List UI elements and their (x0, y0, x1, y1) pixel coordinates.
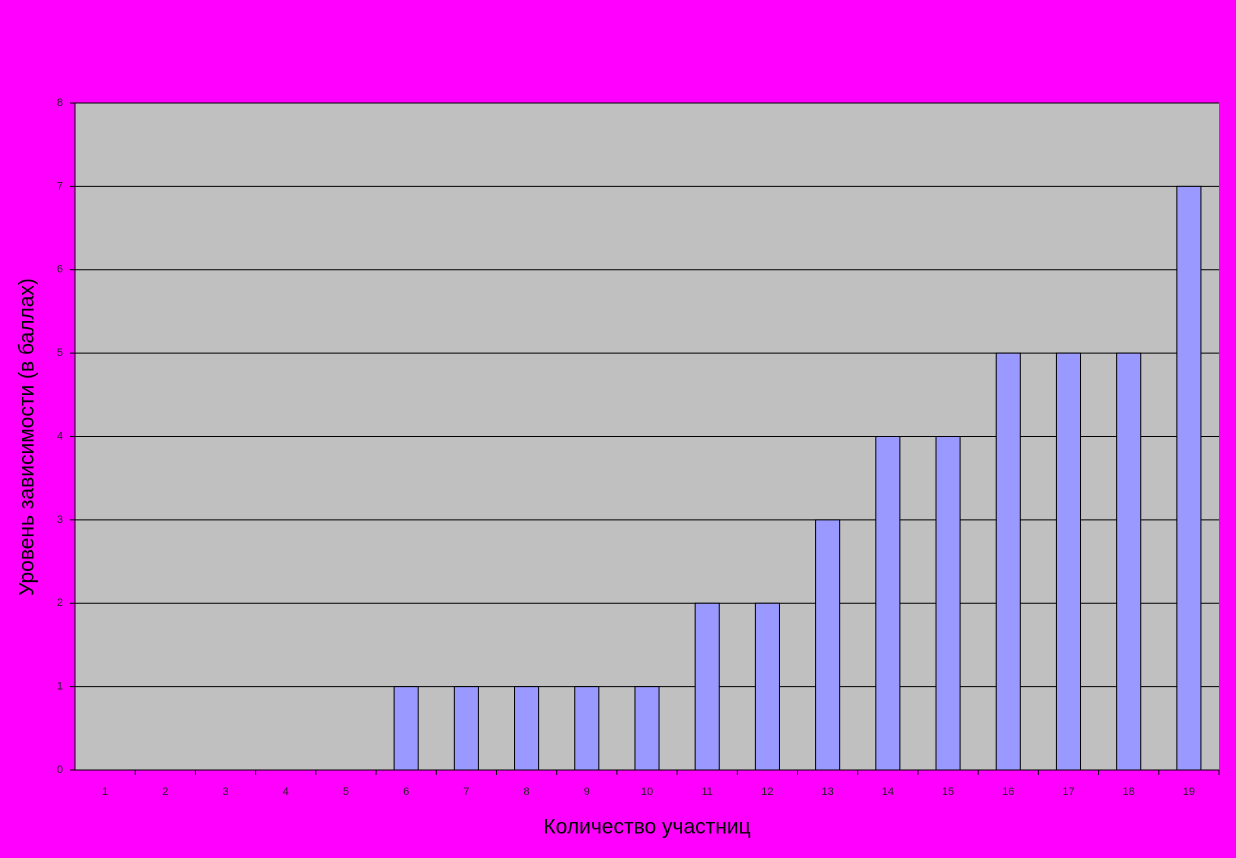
x-tick-label: 9 (584, 786, 590, 798)
bar (1055, 352, 1082, 771)
bar (754, 602, 780, 771)
x-tick-label: 8 (524, 786, 530, 798)
bar (514, 686, 540, 771)
bar (935, 436, 961, 771)
x-tick-label: 18 (1123, 786, 1135, 798)
x-tick-label: 2 (162, 786, 168, 798)
y-tick-label: 6 (57, 264, 63, 276)
x-tick-label: 3 (222, 786, 228, 798)
bar (875, 436, 901, 771)
y-tick-label: 1 (57, 681, 63, 693)
y-axis-title: Уровень зависимости (в баллах) (16, 278, 39, 596)
bar (815, 519, 841, 771)
bar (1116, 352, 1142, 771)
x-tick-label: 7 (463, 786, 469, 798)
x-tick-label: 17 (1062, 786, 1074, 798)
x-tick-label: 16 (1002, 786, 1014, 798)
x-tick-label: 12 (761, 786, 773, 798)
y-tick-label: 2 (57, 597, 63, 609)
bar (574, 686, 600, 771)
x-tick-label: 19 (1183, 786, 1195, 798)
x-tick-label: 10 (641, 786, 653, 798)
bar (634, 686, 660, 771)
x-tick-label: 1 (102, 786, 108, 798)
y-tick-label: 8 (57, 97, 63, 109)
x-tick-label: 4 (283, 786, 289, 798)
x-tick-label: 6 (403, 786, 409, 798)
y-tick-label: 5 (57, 347, 63, 359)
y-tick-label: 0 (57, 764, 63, 776)
y-tick-label: 7 (57, 180, 63, 192)
bar (453, 686, 479, 771)
x-tick-label: 14 (882, 786, 894, 798)
bar (694, 602, 720, 771)
x-tick-label: 5 (343, 786, 349, 798)
y-tick-label: 4 (57, 430, 63, 442)
y-tick-label: 3 (57, 514, 63, 526)
bar (995, 352, 1021, 771)
x-tick-label: 15 (942, 786, 954, 798)
bar (393, 686, 419, 771)
x-axis-title: Количество участниц (543, 816, 750, 839)
bar (1176, 185, 1202, 771)
x-tick-label: 13 (822, 786, 834, 798)
x-tick-label: 11 (701, 786, 712, 798)
